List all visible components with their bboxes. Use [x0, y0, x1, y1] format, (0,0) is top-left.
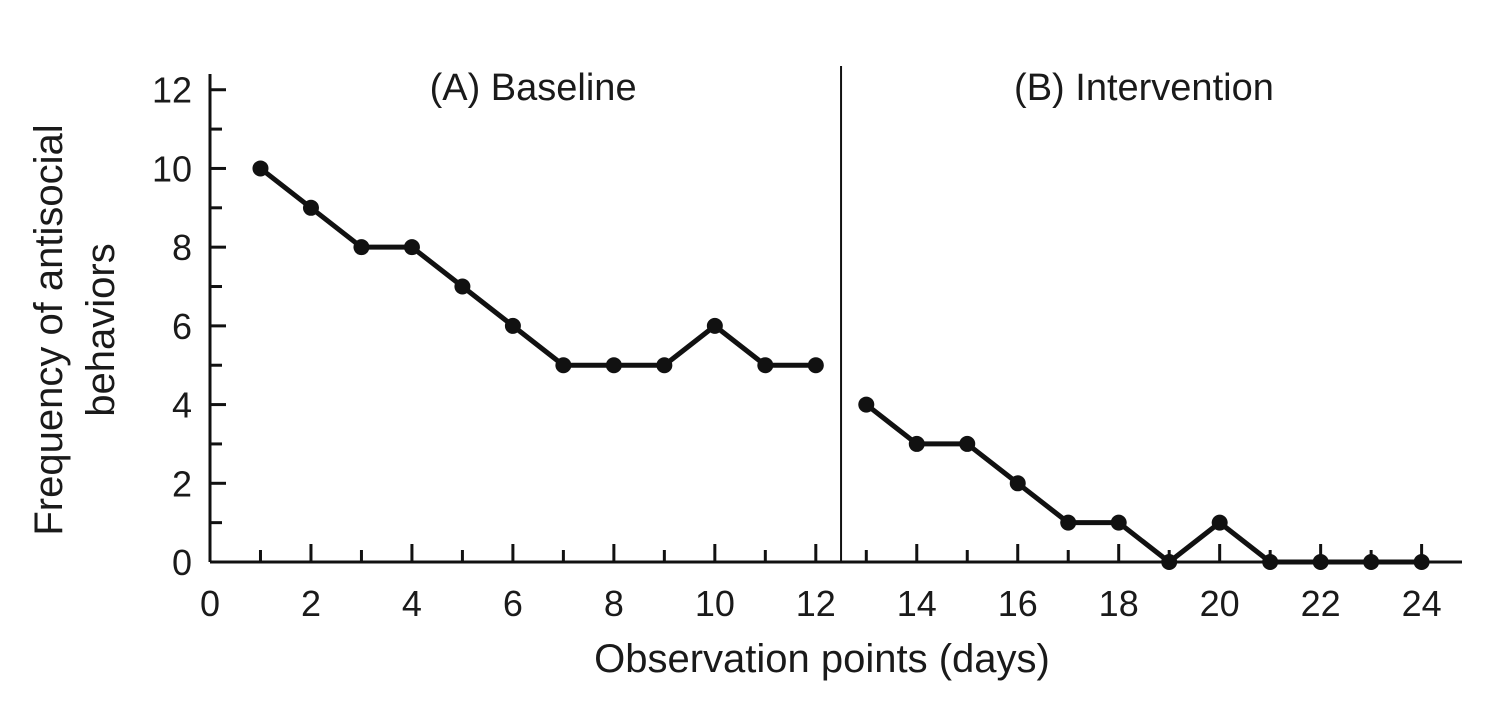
baseline-data-point	[454, 278, 471, 295]
baseline-data-point	[656, 357, 673, 374]
x-tick-label: 10	[695, 583, 735, 624]
baseline-series-line	[258, 166, 816, 368]
series	[252, 160, 1430, 570]
axes	[208, 66, 1462, 564]
x-tick-label: 2	[301, 583, 321, 624]
y-tick-label: 4	[172, 385, 192, 426]
phase-a-label: (A) Baseline	[430, 67, 637, 109]
baseline-data-point	[807, 357, 824, 374]
intervention-data-point	[858, 396, 875, 413]
y-tick-label: 12	[152, 70, 192, 111]
x-axis-title: Observation points (days)	[594, 637, 1050, 681]
intervention-data-point	[959, 435, 976, 452]
y-tick-label: 8	[172, 227, 192, 268]
y-tick-label: 6	[172, 306, 192, 347]
intervention-data-point	[1060, 514, 1077, 531]
intervention-data-point	[1161, 554, 1178, 570]
x-tick-label: 14	[897, 583, 937, 624]
intervention-series-line	[864, 402, 1422, 565]
intervention-data-point	[1312, 554, 1329, 570]
phase-b-label: (B) Intervention	[1014, 67, 1274, 109]
baseline-data-point	[555, 357, 572, 374]
y-tick-label: 0	[172, 542, 192, 583]
y-axis-title-line: behaviors	[79, 243, 123, 416]
x-tick-label: 18	[1099, 583, 1139, 624]
intervention-data-point	[1262, 554, 1279, 570]
y-axis-title-group: Frequency of antisocial behaviors	[27, 124, 123, 535]
x-tick-label: 4	[402, 583, 422, 624]
baseline-data-point	[706, 317, 723, 334]
baseline-data-point	[504, 317, 521, 334]
x-tick-label: 22	[1301, 583, 1341, 624]
x-tick-label: 0	[200, 583, 220, 624]
intervention-data-point	[1009, 475, 1026, 492]
baseline-data-point	[605, 357, 622, 374]
x-tick-label: 12	[796, 583, 836, 624]
y-axis-title-line: Frequency of antisocial	[27, 124, 71, 535]
phase-labels: (A) Baseline (B) Intervention	[430, 67, 1274, 109]
intervention-data-point	[1110, 514, 1127, 531]
x-tick-label: 24	[1402, 583, 1442, 624]
intervention-data-point	[1363, 554, 1380, 570]
y-tick-label: 10	[152, 148, 192, 189]
baseline-data-point	[353, 239, 370, 256]
intervention-data-point	[1211, 514, 1228, 531]
intervention-data-point	[908, 435, 925, 452]
x-tick-label: 16	[998, 583, 1038, 624]
intervention-data-point	[1413, 554, 1430, 570]
baseline-data-point	[252, 160, 269, 177]
x-tick-label: 8	[604, 583, 624, 624]
baseline-data-point	[757, 357, 774, 374]
y-tick-label: 2	[172, 463, 192, 504]
baseline-data-point	[302, 199, 319, 216]
baseline-data-point	[403, 239, 420, 256]
x-tick-label: 6	[503, 583, 523, 624]
x-tick-label: 20	[1200, 583, 1240, 624]
y-axis-title: Frequency of antisocial behaviors	[27, 124, 123, 535]
